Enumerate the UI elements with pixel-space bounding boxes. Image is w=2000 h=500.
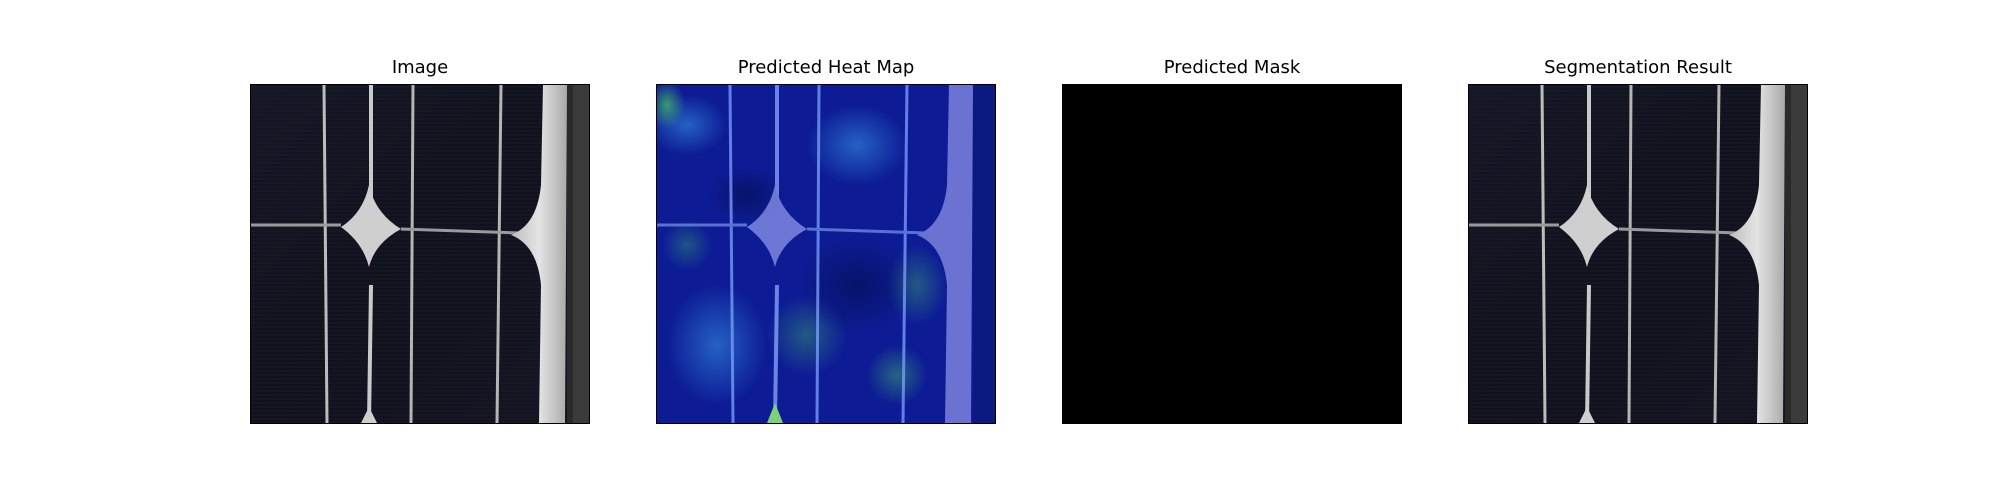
panel-title-mask: Predicted Mask [1062, 56, 1402, 80]
panel-mask: Predicted Mask [1062, 0, 1402, 500]
panel-image: Image [250, 0, 590, 500]
mask-frame [1062, 84, 1402, 424]
heat-map-frame [656, 84, 996, 424]
panel-segmentation: Segmentation Result [1468, 0, 1808, 500]
panel-title-segmentation: Segmentation Result [1468, 56, 1808, 80]
panel-title-image: Image [250, 56, 590, 80]
segmentation-frame [1468, 84, 1808, 424]
panel-heat-map: Predicted Heat Map [656, 0, 996, 500]
panel-title-heat-map: Predicted Heat Map [656, 56, 996, 80]
segmentation-image [1469, 85, 1807, 423]
heat-map-image [657, 85, 995, 423]
image-frame [250, 84, 590, 424]
mask-image [1063, 85, 1401, 423]
solar-cell-image [251, 85, 589, 423]
